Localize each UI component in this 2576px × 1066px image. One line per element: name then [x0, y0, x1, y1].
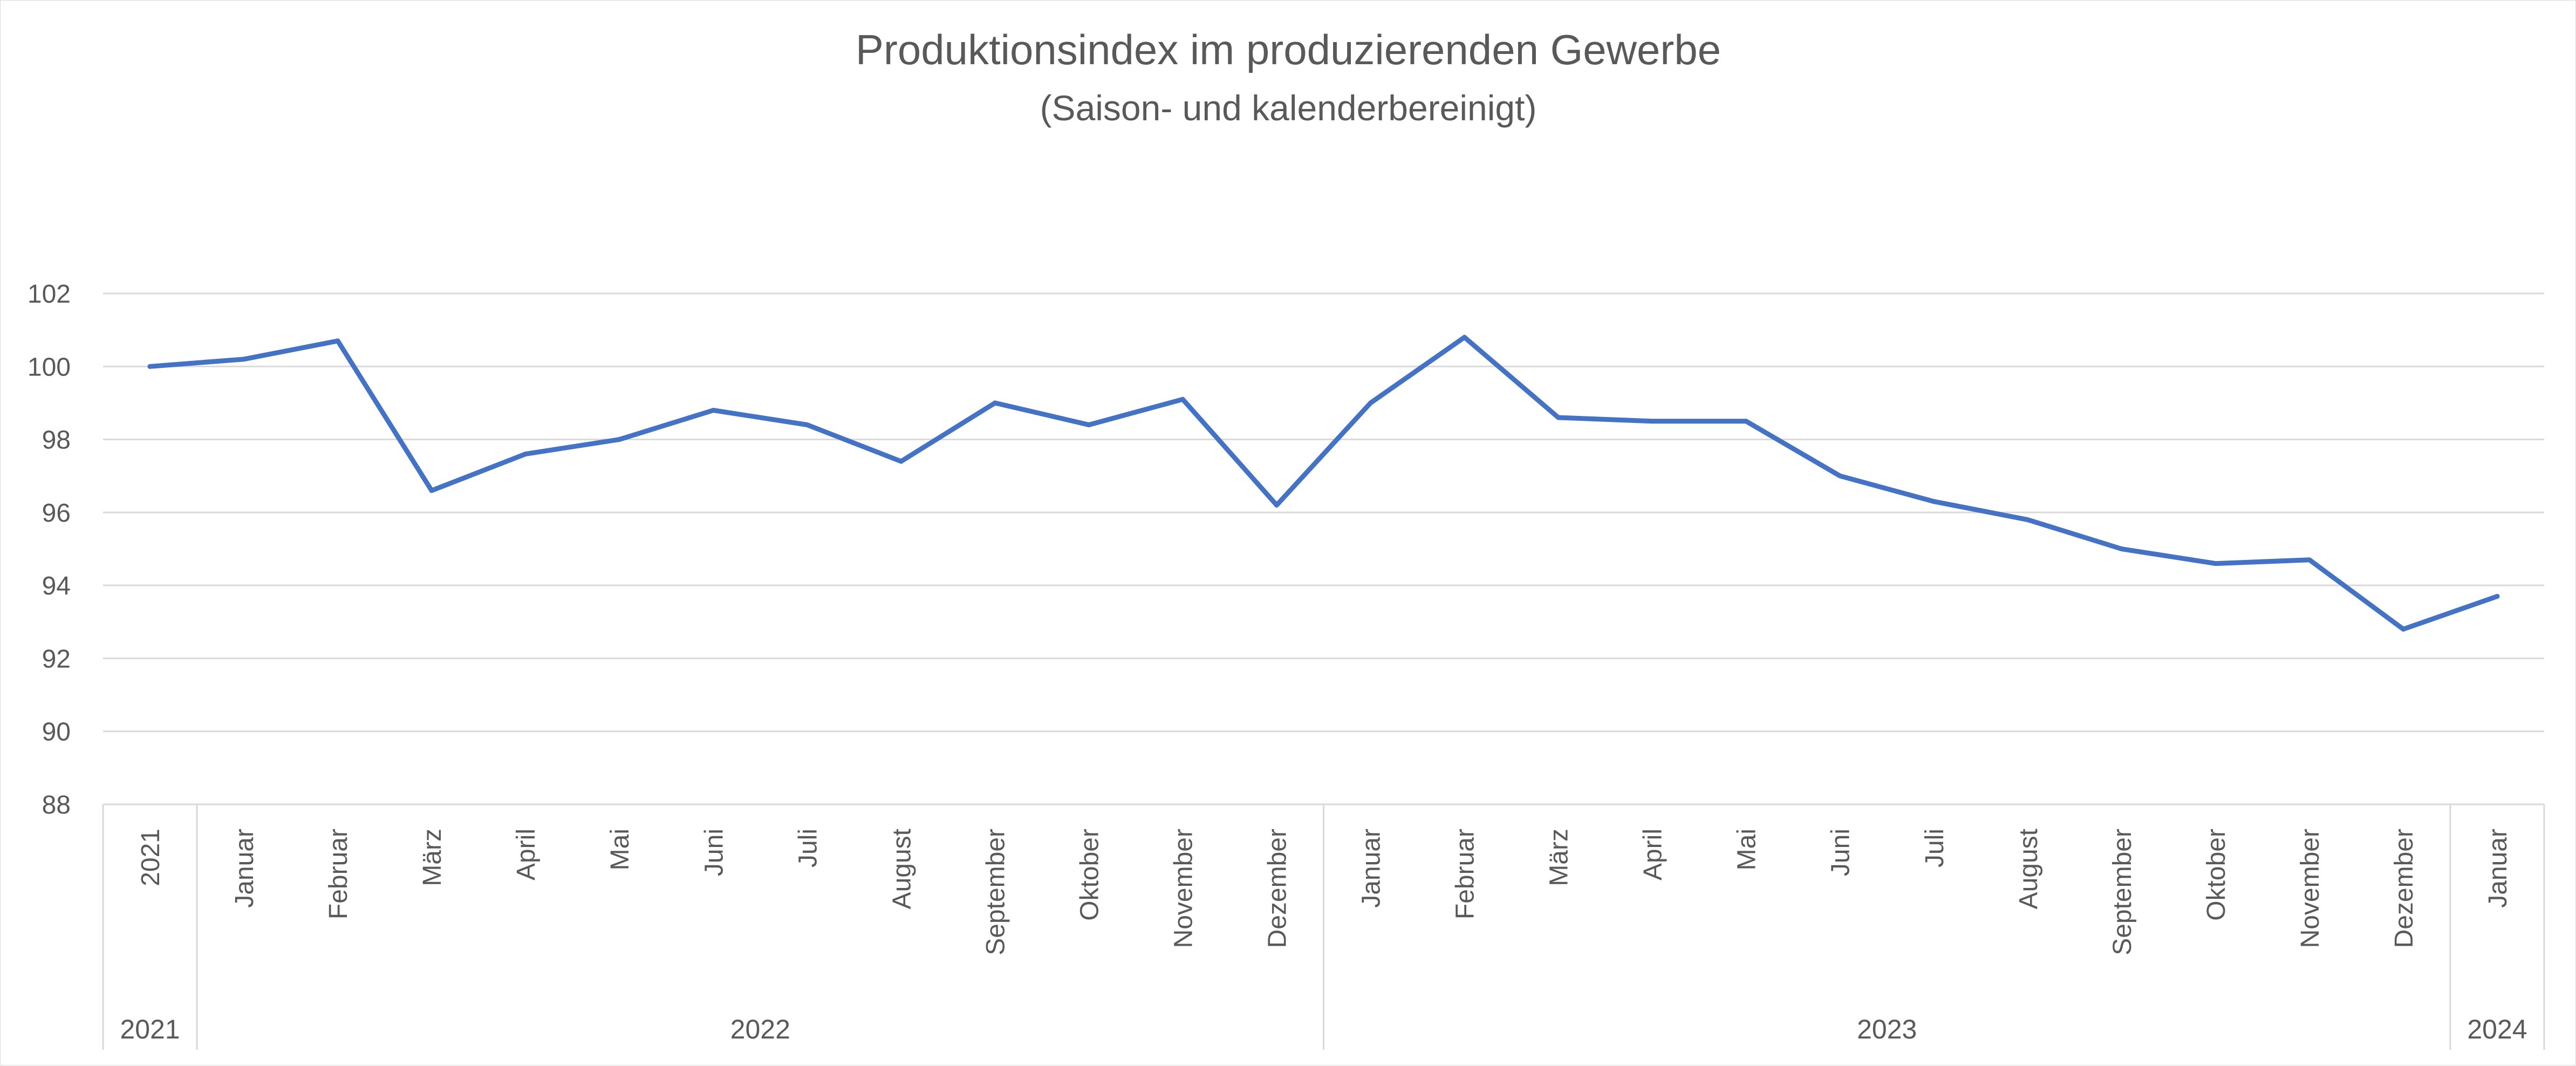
y-tick-label: 96 [42, 499, 71, 528]
gridlines [103, 292, 2544, 805]
x-tick-label: Juli [1921, 829, 1949, 867]
y-tick-label: 98 [42, 426, 71, 455]
x-tick-label: März [1545, 829, 1574, 886]
x-tick-label: Dezember [1263, 829, 1292, 948]
data-point [523, 452, 528, 457]
x-tick-label: Februar [1451, 829, 1480, 919]
data-point [2213, 561, 2218, 566]
x-tick-label: November [2296, 829, 2325, 948]
y-tick-label: 92 [42, 645, 71, 673]
y-tick-label: 102 [28, 280, 71, 309]
data-point [429, 488, 434, 493]
data-point [1650, 419, 1655, 424]
data-point [2495, 593, 2500, 599]
x-tick-label: September [981, 829, 1010, 955]
y-axis: 88 90 92 94 96 98 100 102 [28, 280, 71, 819]
data-point [1744, 419, 1749, 424]
x-group-label: 2022 [730, 1014, 790, 1044]
chart-subtitle: (Saison- und kalenderbereinigt) [1040, 88, 1537, 128]
x-tick-label: November [1169, 829, 1198, 948]
x-group-label: 2024 [2467, 1014, 2527, 1044]
x-tick-label: Oktober [1075, 829, 1104, 921]
data-point [1180, 397, 1185, 402]
data-point [710, 407, 716, 413]
x-tick-label: Januar [1357, 829, 1386, 908]
y-tick-label: 90 [42, 718, 71, 747]
data-point [1368, 400, 1374, 406]
y-tick-label: 100 [28, 353, 71, 381]
x-group-labels: 2021 2022 2023 2024 [120, 1014, 2527, 1044]
x-axis [102, 804, 2545, 1050]
x-tick-label: März [418, 829, 447, 886]
x-tick-labels: 2021 Januar Februar März April Mai Juni Juli Aug… [136, 829, 2512, 955]
y-tick-label: 88 [42, 791, 71, 819]
x-tick-label: 2021 [136, 829, 165, 886]
data-point [1931, 499, 1937, 504]
x-tick-label: August [2014, 829, 2043, 909]
data-point [241, 357, 247, 362]
x-tick-label: Dezember [2390, 829, 2418, 948]
data-point [1274, 502, 1279, 508]
data-point [1837, 473, 1843, 479]
series-layer [147, 334, 2500, 632]
x-tick-label: Januar [230, 829, 259, 908]
data-point [1086, 422, 1091, 428]
data-point [617, 437, 622, 442]
x-tick-label: Mai [606, 829, 634, 870]
x-tick-label: April [1639, 829, 1668, 880]
x-group-label: 2021 [120, 1014, 180, 1044]
x-tick-label: Mai [1733, 829, 1761, 870]
data-point [2119, 546, 2124, 551]
data-point [2307, 557, 2312, 563]
x-tick-label: September [2108, 829, 2137, 955]
x-tick-label: August [887, 829, 916, 909]
x-group-label: 2023 [1857, 1014, 1917, 1044]
series-line [147, 334, 2500, 632]
x-tick-label: Juli [794, 829, 822, 867]
chart-title: Produktionsindex im produzierenden Gewer… [856, 26, 1721, 73]
y-tick-label: 94 [42, 572, 71, 600]
data-point [992, 400, 997, 406]
x-tick-label: April [512, 829, 541, 880]
x-tick-label: Juni [1827, 829, 1855, 876]
x-tick-label: Februar [324, 829, 353, 919]
data-point [335, 338, 340, 344]
data-point [898, 459, 904, 464]
x-tick-label: Juni [700, 829, 728, 876]
data-point [2401, 626, 2406, 632]
data-point [1556, 415, 1561, 420]
x-tick-label: Januar [2484, 829, 2512, 908]
x-tick-label: Oktober [2202, 829, 2231, 921]
data-point [804, 422, 810, 428]
data-point [2025, 517, 2031, 522]
data-point [1462, 334, 1467, 340]
data-point [147, 364, 153, 369]
